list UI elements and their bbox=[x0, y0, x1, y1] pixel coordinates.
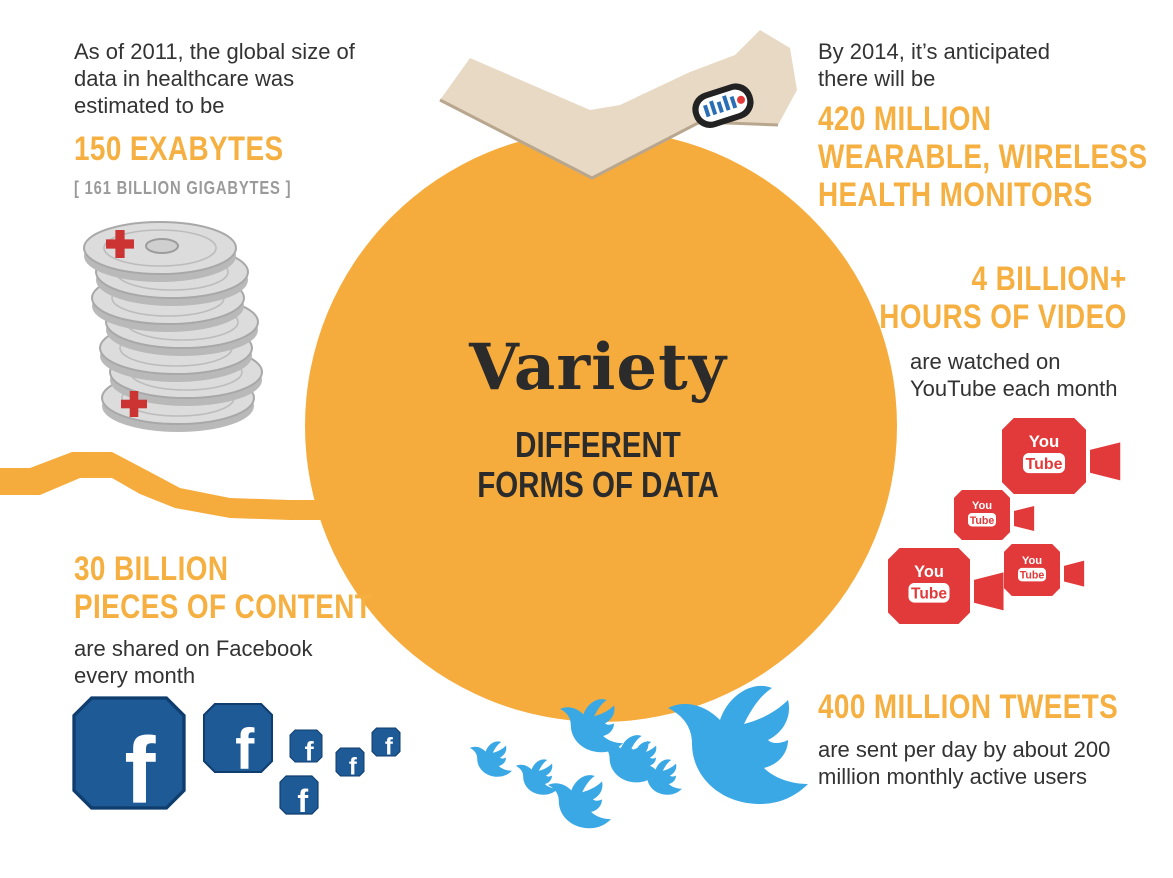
facebook-body-line2: every month bbox=[74, 663, 196, 688]
facebook-headline-line2: PIECES OF CONTENT bbox=[74, 588, 373, 626]
youtube-body-line1: are watched on bbox=[910, 349, 1061, 374]
facebook-logo-icon: f bbox=[72, 696, 186, 823]
youtube-headline-line1: 4 BILLION+ bbox=[971, 260, 1127, 298]
youtube-body-line2: YouTube each month bbox=[910, 376, 1118, 401]
healthcare-intro-line2: data in healthcare was bbox=[74, 66, 295, 91]
facebook-logo-letter: f bbox=[124, 718, 156, 823]
healthcare-headline: 150 EXABYTES bbox=[74, 130, 284, 168]
facebook-logo-letter: f bbox=[297, 783, 308, 819]
center-subtitle-line2: FORMS OF DATA bbox=[477, 464, 719, 505]
youtube-logo-tube: Tube bbox=[1026, 456, 1063, 473]
twitter-bird-icon bbox=[560, 699, 623, 753]
facebook-logo-letter: f bbox=[235, 718, 255, 782]
arm-with-wearable-monitor-icon bbox=[439, 30, 797, 180]
youtube-logo-tube: Tube bbox=[970, 515, 995, 527]
orange-path-band bbox=[0, 452, 360, 520]
healthcare-intro-line1: As of 2011, the global size of bbox=[74, 39, 355, 64]
wearables-headline-line2: WEARABLE, WIRELESS bbox=[818, 138, 1148, 176]
healthcare-note: [ 161 BILLION GIGABYTES ] bbox=[74, 178, 292, 198]
wearables-intro-line2: there will be bbox=[818, 66, 936, 91]
twitter-bird-icon bbox=[516, 759, 558, 795]
youtube-body: are watched on YouTube each month bbox=[910, 348, 1160, 402]
facebook-logo-letter: f bbox=[385, 734, 393, 761]
facebook-body: are shared on Facebook every month bbox=[74, 635, 374, 689]
twitter-bird-icon bbox=[620, 741, 662, 777]
facebook-logo-icon: f bbox=[335, 747, 365, 781]
youtube-logo-you: You bbox=[914, 563, 944, 581]
youtube-icons: You Tube You Tube You Tube You Tube bbox=[888, 418, 1121, 624]
facebook-body-line1: are shared on Facebook bbox=[74, 636, 313, 661]
youtube-headline: 4 BILLION+ HOURS OF VIDEO bbox=[880, 260, 1127, 336]
disc-hole-icon bbox=[145, 238, 179, 254]
center-title: Variety bbox=[469, 330, 727, 405]
facebook-logo-letter: f bbox=[349, 754, 357, 781]
twitter-bird-icon bbox=[668, 685, 808, 804]
twitter-body: are sent per day by about 200 million mo… bbox=[818, 736, 1148, 790]
healthcare-intro-line3: estimated to be bbox=[74, 93, 225, 118]
wearables-intro-line1: By 2014, it’s anticipated bbox=[818, 39, 1050, 64]
facebook-logo-icon: f bbox=[371, 727, 401, 761]
facebook-headline: 30 BILLION PIECES OF CONTENT bbox=[74, 550, 372, 626]
facebook-headline-line1: 30 BILLION bbox=[74, 550, 229, 588]
twitter-icons bbox=[470, 685, 808, 829]
center-subtitle-line1: DIFFERENT bbox=[515, 424, 681, 465]
youtube-camera-icon: You Tube bbox=[888, 548, 1004, 624]
youtube-logo-you: You bbox=[1029, 432, 1059, 451]
twitter-headline: 400 MILLION TWEETS bbox=[818, 688, 1119, 726]
facebook-logo-icon: f bbox=[202, 702, 274, 782]
youtube-camera-icon: You Tube bbox=[1002, 418, 1121, 494]
twitter-bird-icon bbox=[470, 741, 512, 777]
facebook-logo-icon: f bbox=[289, 729, 323, 766]
youtube-camera-icon: You Tube bbox=[954, 490, 1035, 540]
red-cross-icon bbox=[106, 230, 134, 258]
youtube-logo-you: You bbox=[1022, 555, 1042, 567]
wearables-headline: 420 MILLION WEARABLE, WIRELESS HEALTH MO… bbox=[818, 100, 1148, 214]
wearables-headline-line1: 420 MILLION bbox=[818, 100, 992, 138]
wearables-headline-line3: HEALTH MONITORS bbox=[818, 176, 1093, 214]
youtube-logo-tube: Tube bbox=[911, 586, 947, 603]
medical-disc-stack-icon bbox=[83, 221, 263, 432]
twitter-bird-icon bbox=[640, 759, 682, 795]
variety-circle bbox=[305, 130, 897, 722]
healthcare-intro: As of 2011, the global size of data in h… bbox=[74, 38, 414, 119]
facebook-logo-icon: f bbox=[279, 775, 319, 819]
wearables-intro: By 2014, it’s anticipated there will be bbox=[818, 38, 1138, 92]
youtube-headline-line2: HOURS OF VIDEO bbox=[879, 298, 1127, 336]
youtube-camera-icon: You Tube bbox=[1004, 544, 1085, 596]
youtube-logo-tube: Tube bbox=[1020, 570, 1045, 582]
youtube-logo-you: You bbox=[972, 500, 992, 512]
twitter-body-line1: are sent per day by about 200 bbox=[818, 737, 1111, 762]
twitter-body-line2: million monthly active users bbox=[818, 764, 1087, 789]
twitter-bird-icon bbox=[548, 775, 611, 829]
center-subtitle: DIFFERENT FORMS OF DATA bbox=[434, 425, 762, 505]
red-cross-icon bbox=[121, 391, 147, 417]
facebook-logo-letter: f bbox=[305, 735, 315, 766]
